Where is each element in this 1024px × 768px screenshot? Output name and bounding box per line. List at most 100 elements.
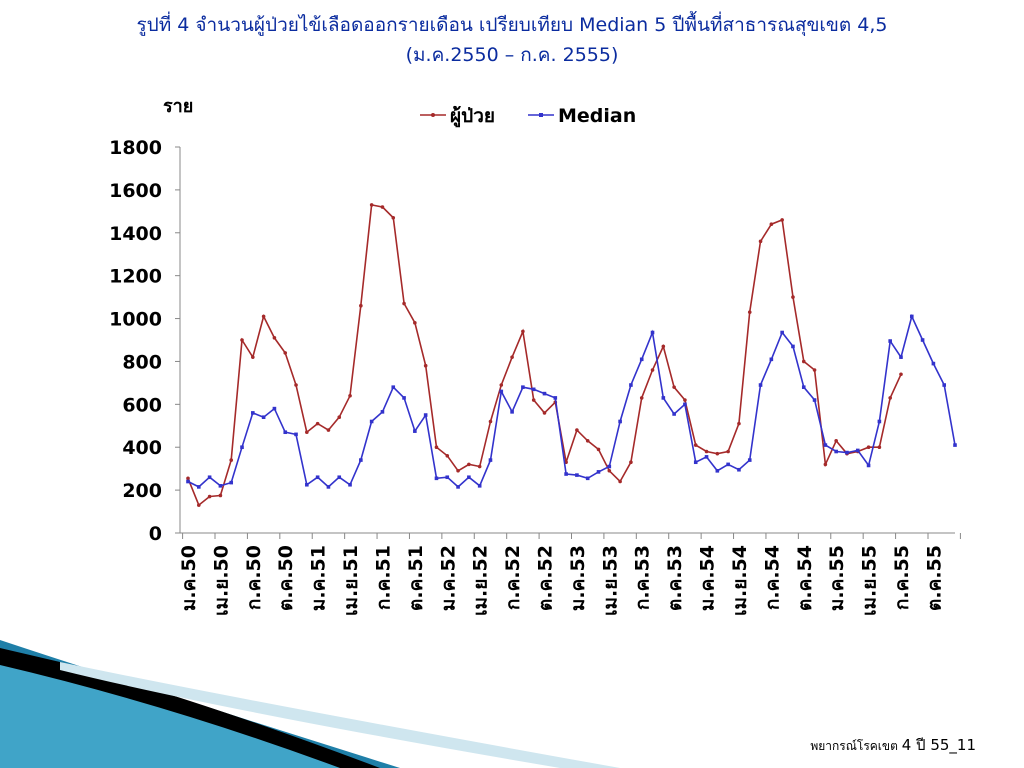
data-point [402, 301, 406, 306]
data-point [834, 438, 838, 443]
data-point [629, 383, 633, 387]
data-point [812, 398, 817, 402]
data-point [456, 485, 460, 489]
data-point [747, 310, 752, 314]
data-point [866, 445, 871, 450]
data-point [683, 398, 687, 402]
data-point [413, 321, 417, 325]
data-point [456, 469, 460, 473]
data-point [229, 480, 234, 485]
data-point [596, 447, 601, 452]
data-point [445, 454, 450, 458]
data-point [499, 383, 504, 387]
data-point [585, 476, 590, 481]
data-point [283, 430, 288, 435]
x-tick-label: ก.ค.55 [891, 545, 913, 610]
data-point [661, 344, 666, 349]
legend-item-patients: ผู้ป่วย [420, 105, 495, 128]
data-point [704, 455, 709, 459]
y-tick-label: 1400 [109, 223, 162, 245]
data-point [521, 385, 525, 389]
data-point [434, 445, 439, 450]
data-point [305, 482, 309, 487]
data-point [186, 479, 190, 484]
data-point [261, 314, 266, 319]
data-point [942, 383, 946, 387]
x-tick-label: ต.ค.51 [405, 545, 427, 611]
data-point [672, 385, 676, 389]
chart-legend: ผู้ป่วย Median [420, 105, 636, 128]
data-point [618, 419, 622, 424]
data-point [488, 458, 493, 462]
data-point [359, 303, 363, 308]
y-tick-label: 200 [122, 480, 162, 502]
data-point [693, 460, 698, 465]
data-point [855, 448, 860, 453]
x-tick-label: ก.ค.51 [372, 545, 394, 610]
data-point [326, 485, 331, 489]
data-point [877, 445, 882, 450]
data-point [337, 415, 342, 420]
data-point [585, 438, 590, 443]
data-point [888, 339, 892, 343]
data-point [650, 368, 655, 372]
data-point [931, 361, 936, 366]
x-tick-label: ก.ค.53 [632, 545, 654, 610]
data-point [845, 450, 849, 455]
data-point [251, 355, 255, 359]
data-point [726, 462, 730, 467]
data-point [391, 215, 396, 220]
data-point [294, 432, 298, 437]
x-tick-label: ต.ค.55 [923, 545, 945, 611]
x-tick-label: ต.ค.50 [275, 545, 297, 611]
data-point [920, 338, 925, 342]
y-tick-label: 0 [149, 523, 162, 545]
data-point [812, 368, 817, 372]
data-point [488, 419, 493, 424]
data-point [693, 443, 698, 447]
footer-note: พยากรณ์โรคเขต 4 ปี 55_11 [810, 733, 976, 757]
data-point [423, 363, 428, 368]
legend-label: Median [558, 105, 636, 127]
chart-series [186, 203, 957, 507]
x-tick-label: ม.ค.51 [308, 545, 330, 611]
data-point [618, 479, 622, 484]
data-point [650, 330, 655, 335]
data-point [629, 460, 633, 465]
y-tick-label: 400 [122, 437, 162, 459]
legend-label: ผู้ป่วย [450, 105, 495, 128]
data-point [467, 475, 471, 480]
data-point [575, 428, 579, 432]
y-tick-label: 800 [122, 351, 162, 373]
x-tick-label: เม.ย.50 [210, 545, 232, 616]
data-point [337, 475, 342, 480]
data-point [240, 338, 244, 342]
data-point [747, 458, 752, 462]
data-point [380, 205, 385, 209]
data-point [197, 503, 201, 507]
data-point [348, 393, 352, 398]
data-point [553, 396, 558, 400]
y-axis-label: ราย [163, 96, 193, 117]
data-point [737, 421, 741, 426]
x-tick-label: ก.ค.52 [502, 545, 524, 610]
data-point [272, 336, 277, 340]
x-tick-label: ม.ค.53 [567, 545, 589, 611]
data-point [769, 222, 774, 226]
decorative-swoosh [0, 640, 620, 768]
data-point [272, 406, 277, 411]
data-point [477, 484, 482, 488]
data-point [683, 402, 687, 407]
legend-marker [539, 113, 543, 117]
data-point [769, 357, 774, 362]
data-point [218, 493, 223, 498]
x-tick-label: เม.ย.54 [729, 545, 751, 616]
data-point [240, 445, 244, 450]
y-tick-label: 1800 [109, 137, 162, 159]
series-median [186, 314, 957, 489]
data-point [823, 462, 828, 467]
data-point [542, 391, 547, 396]
x-tick-label: ม.ค.52 [437, 545, 459, 611]
data-point [834, 449, 838, 454]
data-point [801, 385, 806, 389]
